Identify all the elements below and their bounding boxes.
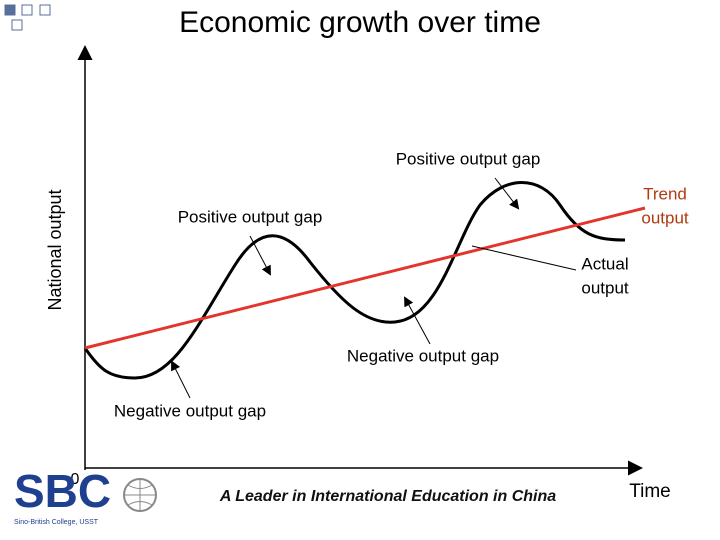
- annotation: output: [581, 278, 629, 297]
- y-axis-label: National output: [45, 189, 65, 310]
- annotation: output: [641, 208, 689, 227]
- x-axis-label: Time: [629, 481, 671, 502]
- pointer-line: [471, 245, 577, 271]
- arrow: [404, 296, 431, 345]
- decor-squares: [4, 4, 51, 31]
- annotation: Negative output gap: [114, 401, 266, 420]
- logo-subtitle: Sino-British College, USST: [14, 519, 99, 526]
- trend-line: [84, 206, 646, 350]
- origin-label: 0: [71, 471, 80, 488]
- annotation: Negative output gap: [347, 346, 499, 365]
- slogan: A Leader in International Education in C…: [219, 488, 556, 505]
- arrow: [171, 360, 191, 399]
- logo-text: SBC: [14, 465, 111, 517]
- annotation: Trend: [643, 184, 687, 203]
- annotation: Actual: [581, 254, 628, 273]
- annotation: Positive output gap: [396, 149, 541, 168]
- arrow: [249, 235, 271, 276]
- actual-output-curve: [83, 181, 626, 380]
- title: Economic growth over time: [179, 6, 541, 39]
- annotation: Positive output gap: [178, 207, 323, 226]
- arrow: [494, 177, 520, 210]
- logo: SBC Sino-British College, USST: [14, 465, 157, 526]
